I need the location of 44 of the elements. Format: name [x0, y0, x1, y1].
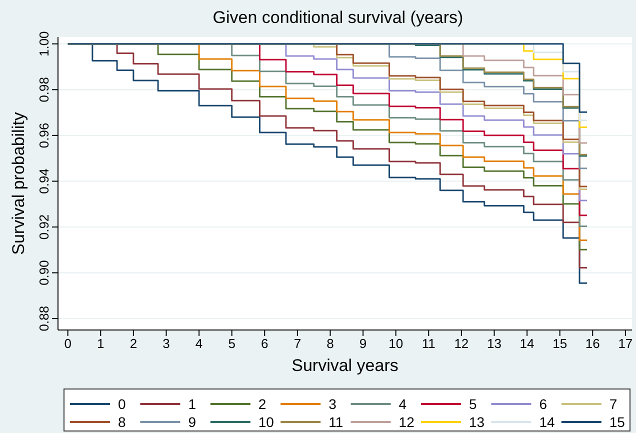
x-tick-label: 7	[294, 336, 302, 352]
y-tick-label: 0.88	[36, 306, 52, 332]
x-tick-label: 11	[422, 336, 436, 352]
x-tick-label: 9	[359, 336, 367, 352]
y-tick-label: 0.90	[36, 260, 52, 286]
legend-label: 7	[609, 396, 618, 412]
legend-label: 10	[258, 414, 274, 430]
x-axis-title: Survival years	[292, 356, 398, 375]
legend-label: 1	[188, 396, 196, 412]
x-tick-label: 13	[487, 336, 502, 352]
legend-label: 6	[539, 396, 548, 412]
y-tick-label: 0.94	[36, 168, 52, 194]
x-tick-label: 0	[64, 336, 72, 352]
y-tick-label: 0.98	[36, 76, 52, 102]
legend-label: 12	[398, 414, 415, 430]
x-tick-label: 14	[520, 336, 534, 352]
legend-label: 9	[188, 414, 196, 430]
y-tick-label: 0.96	[36, 122, 52, 148]
y-tick-label: 1.00	[36, 31, 52, 57]
legend-label: 8	[118, 414, 126, 430]
x-tick-label: 5	[228, 336, 236, 352]
x-tick-label: 4	[195, 336, 203, 352]
x-tick-label: 16	[585, 336, 600, 352]
x-tick-label: 2	[130, 336, 138, 352]
chart-title: Given conditional survival (years)	[212, 8, 464, 27]
x-tick-label: 3	[162, 336, 170, 352]
y-tick-label: 0.92	[36, 214, 52, 240]
legend-label: 11	[328, 414, 344, 430]
legend-label: 2	[258, 396, 266, 412]
legend-label: 4	[398, 396, 407, 412]
x-tick-label: 6	[261, 336, 268, 352]
x-tick-label: 8	[326, 336, 334, 352]
y-axis-title: Survival probability	[9, 112, 28, 255]
x-tick-label: 1	[97, 336, 104, 352]
legend-label: 0	[118, 396, 126, 412]
legend-label: 3	[328, 396, 337, 412]
legend-label: 15	[609, 414, 626, 430]
x-tick-label: 17	[618, 336, 633, 352]
legend-label: 13	[469, 414, 485, 430]
legend-label: 14	[539, 414, 555, 430]
x-tick-label: 12	[454, 336, 469, 352]
x-tick-label: 15	[552, 336, 568, 352]
legend-label: 5	[469, 396, 477, 412]
x-tick-label: 10	[388, 336, 404, 352]
